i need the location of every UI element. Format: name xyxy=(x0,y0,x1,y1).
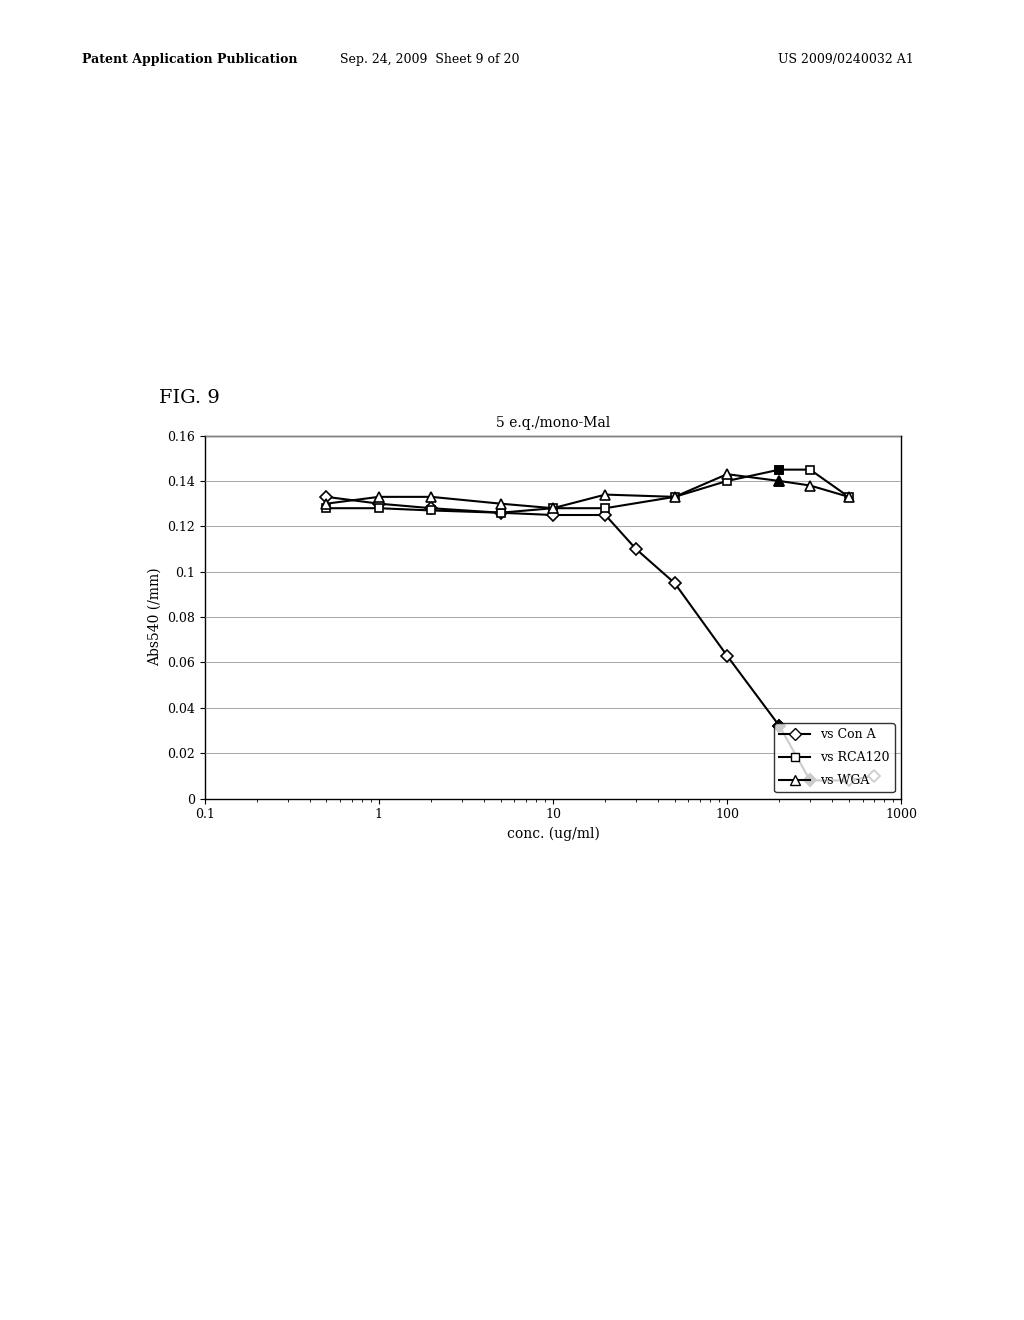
vs WGA xyxy=(547,500,559,516)
Y-axis label: Abs540 (/mm): Abs540 (/mm) xyxy=(147,568,162,667)
vs WGA xyxy=(425,488,437,504)
vs WGA xyxy=(495,496,507,512)
vs RCA120 xyxy=(547,500,559,516)
vs WGA xyxy=(804,478,816,494)
vs Con A xyxy=(373,496,385,512)
vs WGA xyxy=(321,496,333,512)
vs WGA xyxy=(773,473,785,488)
vs Con A xyxy=(321,488,333,504)
Text: FIG. 9: FIG. 9 xyxy=(159,389,219,408)
Title: 5 e.q./mono-Mal: 5 e.q./mono-Mal xyxy=(496,416,610,430)
Line: vs WGA: vs WGA xyxy=(322,470,854,513)
vs Con A xyxy=(630,541,642,557)
vs RCA120 xyxy=(495,504,507,520)
vs WGA xyxy=(669,488,681,504)
vs Con A xyxy=(599,507,611,523)
vs RCA120 xyxy=(773,462,785,478)
vs Con A xyxy=(547,507,559,523)
vs Con A xyxy=(425,500,437,516)
vs WGA xyxy=(721,466,733,482)
vs Con A xyxy=(669,576,681,591)
Text: US 2009/0240032 A1: US 2009/0240032 A1 xyxy=(778,53,914,66)
vs Con A xyxy=(804,772,816,788)
vs WGA xyxy=(599,487,611,503)
vs Con A xyxy=(495,504,507,520)
vs RCA120 xyxy=(425,503,437,519)
vs Con A xyxy=(773,718,785,734)
vs RCA120 xyxy=(373,500,385,516)
Line: vs Con A: vs Con A xyxy=(323,492,879,784)
vs RCA120 xyxy=(721,473,733,488)
vs Con A xyxy=(868,768,881,784)
vs RCA120 xyxy=(804,462,816,478)
Text: Patent Application Publication: Patent Application Publication xyxy=(82,53,297,66)
Text: Sep. 24, 2009  Sheet 9 of 20: Sep. 24, 2009 Sheet 9 of 20 xyxy=(340,53,520,66)
vs RCA120 xyxy=(321,500,333,516)
X-axis label: conc. (ug/ml): conc. (ug/ml) xyxy=(507,826,599,841)
Legend: vs Con A, vs RCA120, vs WGA: vs Con A, vs RCA120, vs WGA xyxy=(774,723,895,792)
vs RCA120 xyxy=(669,488,681,504)
vs RCA120 xyxy=(599,500,611,516)
vs WGA xyxy=(843,488,855,504)
vs Con A xyxy=(721,648,733,664)
vs RCA120 xyxy=(843,488,855,504)
vs WGA xyxy=(373,488,385,504)
Line: vs RCA120: vs RCA120 xyxy=(323,466,853,517)
vs Con A xyxy=(843,772,855,788)
